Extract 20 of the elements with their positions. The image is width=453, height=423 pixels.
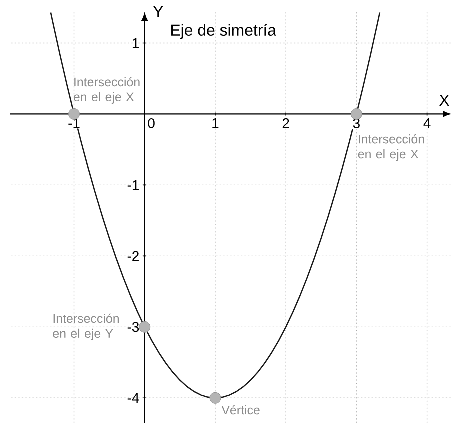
y-tick-label: -2	[128, 251, 139, 262]
x-tick-label: 4	[424, 118, 431, 128]
x-tick-label: 0	[148, 118, 155, 128]
annotation: Intersección en el eje X	[74, 77, 140, 104]
x-axis-title: X	[440, 95, 450, 106]
y-tick-label: 1	[132, 38, 139, 48]
y-tick-label: -4	[128, 393, 140, 403]
point	[350, 108, 362, 120]
x-tick-label: -1	[68, 118, 80, 128]
annotation: Intersección en el eje X	[358, 134, 424, 162]
x-tick-label: 2	[282, 118, 290, 128]
point	[139, 321, 151, 333]
annotation: Eje de simetría	[172, 24, 276, 40]
y-tick-label: -3	[128, 322, 140, 332]
x-tick-label: 1	[212, 118, 219, 128]
y-axis-title: Y	[153, 6, 164, 18]
point	[210, 392, 222, 404]
annotation: Intersección en el eje Y	[53, 314, 119, 341]
annotation: Vértice	[222, 405, 260, 415]
y-tick-label: -1	[128, 180, 139, 190]
